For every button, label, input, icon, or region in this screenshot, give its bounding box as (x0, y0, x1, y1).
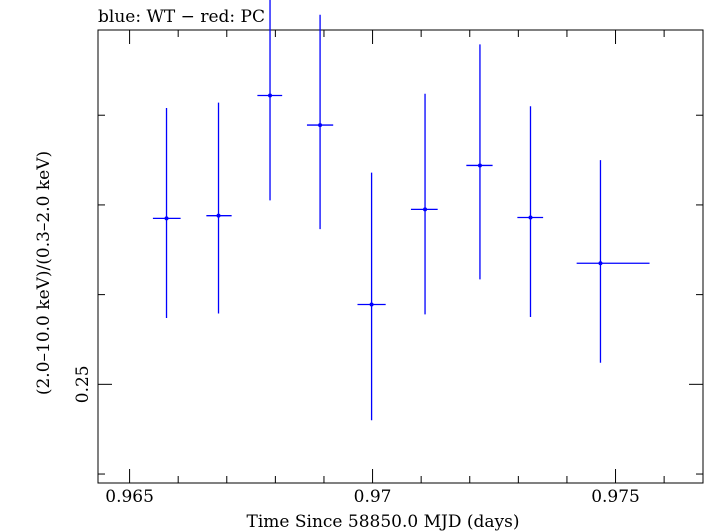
point-marker (369, 302, 374, 307)
chart-title: blue: WT − red: PC (98, 7, 265, 27)
plot-frame (97, 29, 704, 484)
x-tick-label: 0.965 (105, 487, 154, 507)
data-point (357, 172, 386, 421)
point-marker (423, 207, 428, 212)
point-marker (528, 215, 533, 220)
point-marker (477, 163, 482, 168)
point-marker (318, 123, 323, 128)
point-marker (216, 213, 221, 218)
data-point (206, 102, 232, 314)
data-point (152, 108, 181, 318)
point-marker (268, 93, 273, 98)
y-tick-labels: 0.250.3 (73, 365, 93, 403)
point-marker (598, 261, 603, 266)
axis-ticks (98, 30, 703, 483)
x-tick-label: 0.975 (591, 487, 640, 507)
x-axis-label: Time Since 58850.0 MJD (days) (247, 512, 520, 532)
data-point (257, 0, 283, 201)
point-marker (164, 216, 169, 221)
y-axis-label: (2.0–10.0 keV)/(0.3–2.0 keV) (34, 151, 54, 395)
y-tick-label: 0.25 (73, 365, 93, 403)
x-tick-labels: 0.965 0.97 0.975 (105, 487, 640, 507)
data-point (517, 106, 544, 318)
data-point (466, 44, 493, 280)
data-points (152, 0, 650, 421)
data-point (306, 14, 334, 230)
data-point (410, 93, 438, 315)
data-point (576, 160, 650, 363)
x-tick-label: 0.97 (354, 487, 392, 507)
